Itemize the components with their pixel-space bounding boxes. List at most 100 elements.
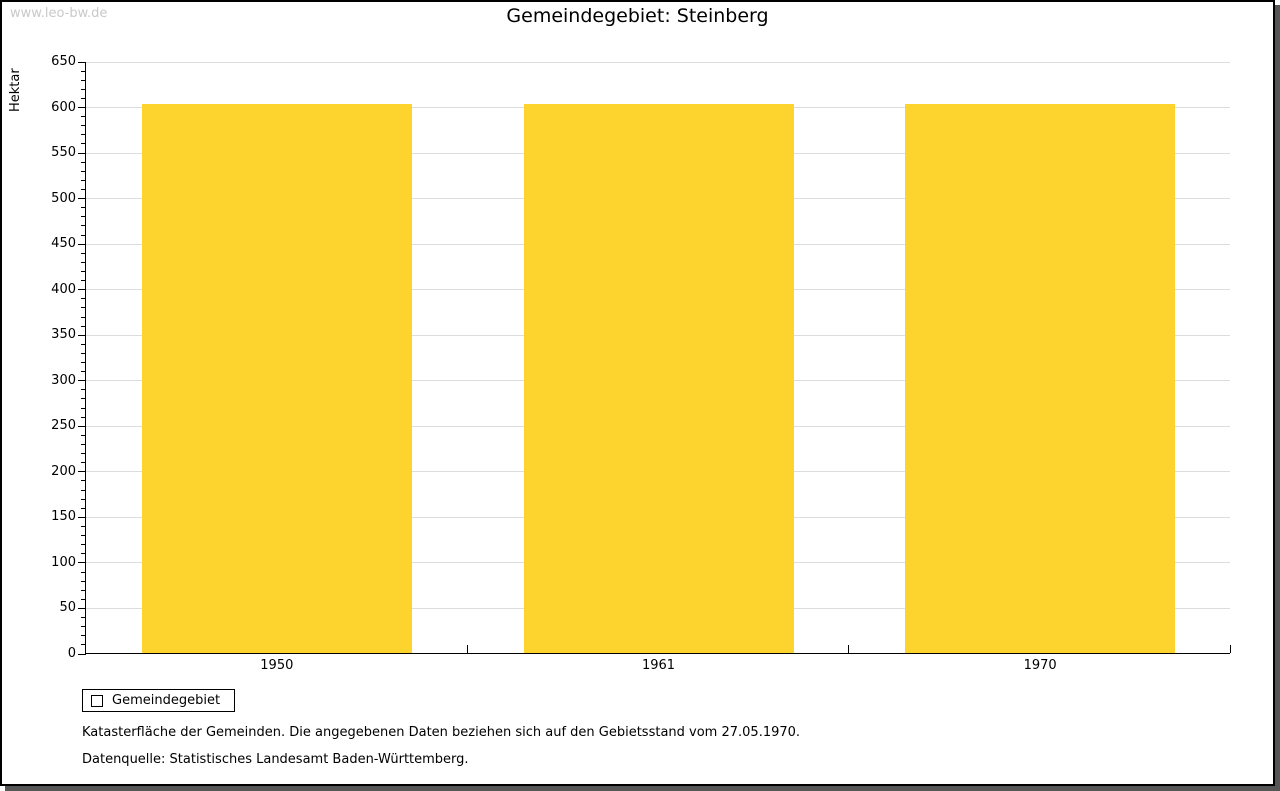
- bar-1970: [905, 103, 1175, 653]
- y-minor-tick-130: [81, 535, 86, 537]
- y-minor-tick-190: [81, 480, 86, 482]
- y-minor-tick-180: [81, 489, 86, 491]
- x-tick-label-1970: 1970: [1023, 658, 1057, 673]
- y-major-tick-600: [78, 107, 86, 109]
- y-minor-tick-170: [81, 498, 86, 500]
- y-minor-tick-610: [81, 97, 86, 99]
- y-minor-tick-580: [81, 125, 86, 127]
- y-tick-label-200: 200: [51, 463, 76, 479]
- y-major-tick-550: [78, 152, 86, 154]
- x-boundary-tick-1: [467, 645, 468, 653]
- y-minor-tick-620: [81, 88, 86, 90]
- y-tick-label-500: 500: [51, 190, 76, 206]
- y-minor-tick-510: [81, 189, 86, 190]
- y-minor-tick-370: [81, 316, 86, 318]
- y-minor-tick-120: [81, 544, 86, 546]
- plot-area: 0 50 100 150 200 250 300 350 400 450 500 550 600 650 1…: [51, 54, 1231, 673]
- watermark: www.leo-bw.de: [10, 6, 108, 21]
- y-tick-label-450: 450: [51, 236, 76, 252]
- y-minor-tick-60: [81, 598, 86, 600]
- y-minor-tick-310: [81, 371, 86, 373]
- y-minor-tick-220: [81, 453, 86, 455]
- y-minor-tick-330: [81, 352, 86, 354]
- y-minor-tick-280: [81, 398, 86, 400]
- y-major-tick-650: [78, 61, 86, 63]
- bar-1950: [142, 103, 412, 653]
- y-minor-tick-560: [81, 143, 86, 145]
- footnote-caption: Katasterfläche der Gemeinden. Die angege…: [82, 725, 801, 740]
- x-tick-label-1961: 1961: [641, 658, 676, 673]
- y-minor-tick-260: [81, 416, 86, 418]
- y-tick-label-50: 50: [59, 600, 76, 616]
- y-axis-label: Hektar: [8, 68, 23, 112]
- y-minor-tick-80: [81, 580, 86, 582]
- y-minor-tick-380: [81, 307, 86, 309]
- x-tick-label-1950: 1950: [260, 658, 294, 673]
- y-minor-tick-20: [81, 635, 86, 637]
- y-minor-tick-540: [81, 161, 86, 163]
- y-minor-tick-140: [81, 525, 86, 527]
- y-tick-label-600: 600: [51, 99, 76, 115]
- y-minor-tick-640: [81, 70, 86, 72]
- y-major-tick-500: [78, 198, 86, 200]
- chart-title: Gemeindegebiet: Steinberg: [506, 5, 769, 27]
- y-minor-tick-480: [81, 216, 86, 218]
- y-tick-label-0: 0: [67, 646, 76, 661]
- y-tick-label-300: 300: [51, 372, 76, 388]
- gridline-650: [86, 61, 1230, 63]
- y-minor-tick-10: [81, 644, 86, 646]
- y-minor-tick-490: [81, 207, 86, 209]
- y-minor-tick-90: [81, 571, 86, 573]
- y-major-tick-450: [78, 243, 86, 245]
- y-minor-tick-460: [81, 234, 86, 236]
- y-minor-tick-40: [81, 617, 86, 619]
- y-major-tick-150: [78, 516, 86, 518]
- y-minor-tick-320: [81, 362, 86, 364]
- y-minor-tick-420: [81, 270, 86, 272]
- x-boundary-tick-2: [848, 645, 849, 653]
- y-major-tick-100: [78, 562, 86, 564]
- legend: Gemeindegebiet: [82, 689, 236, 712]
- y-minor-tick-110: [81, 553, 86, 555]
- y-minor-tick-470: [81, 225, 86, 227]
- y-tick-label-400: 400: [51, 281, 76, 297]
- y-major-tick-200: [78, 471, 86, 473]
- footnote-source: Datenquelle: Statistisches Landesamt Bad…: [82, 752, 469, 767]
- y-minor-tick-570: [81, 134, 86, 136]
- y-minor-tick-430: [81, 261, 86, 263]
- y-tick-label-350: 350: [51, 327, 76, 343]
- x-boundary-tick-3: [1230, 645, 1231, 653]
- y-major-tick-50: [78, 607, 86, 609]
- y-minor-tick-360: [81, 325, 86, 327]
- legend-label: Gemeindegebiet: [112, 693, 221, 708]
- y-minor-tick-630: [81, 79, 86, 81]
- y-minor-tick-520: [81, 179, 86, 181]
- y-minor-tick-160: [81, 507, 86, 509]
- y-minor-tick-230: [81, 444, 86, 446]
- y-minor-tick-390: [81, 298, 86, 300]
- legend-swatch: [91, 694, 103, 707]
- y-tick-label-100: 100: [51, 554, 76, 570]
- y-minor-tick-210: [81, 462, 86, 464]
- y-major-tick-250: [78, 425, 86, 427]
- y-major-tick-0: [78, 653, 86, 655]
- bar-1961: [524, 103, 794, 653]
- y-minor-tick-30: [81, 626, 86, 628]
- y-tick-label-150: 150: [51, 509, 76, 525]
- y-minor-tick-270: [81, 407, 86, 409]
- y-tick-label-550: 550: [51, 145, 76, 161]
- y-minor-tick-70: [81, 589, 86, 591]
- y-major-tick-350: [78, 334, 86, 336]
- y-minor-tick-410: [81, 280, 86, 282]
- y-minor-tick-340: [81, 343, 86, 345]
- y-minor-tick-530: [81, 170, 86, 172]
- y-minor-tick-290: [81, 389, 86, 391]
- y-minor-tick-240: [81, 434, 86, 436]
- y-major-tick-300: [78, 380, 86, 382]
- y-major-tick-400: [78, 289, 86, 291]
- y-minor-tick-440: [81, 252, 86, 254]
- y-minor-tick-590: [81, 116, 86, 118]
- y-tick-label-650: 650: [51, 54, 76, 69]
- y-tick-label-250: 250: [51, 418, 76, 434]
